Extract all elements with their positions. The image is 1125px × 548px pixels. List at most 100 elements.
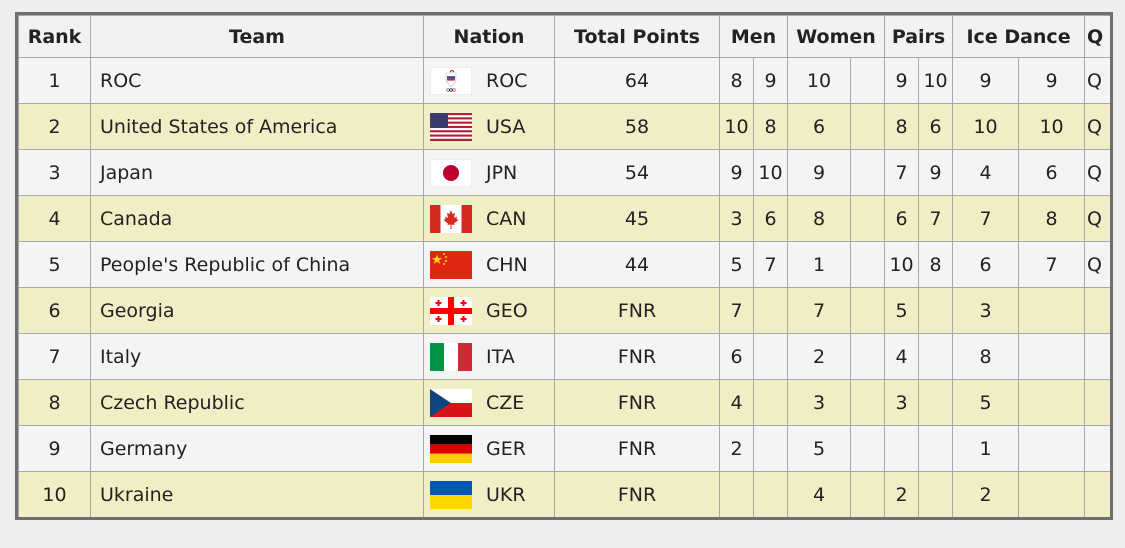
total-points-cell: 45 [554,195,720,242]
table-row: 10 Ukraine UKR FNR 4 2 2 [18,471,1110,517]
nation-cell: GEO [423,287,555,334]
team-cell: Czech Republic [90,379,424,426]
rank-cell: 2 [18,103,91,150]
team-cell: People's Republic of China [90,241,424,288]
men-score-cell [752,287,789,334]
women-score-cell [850,287,886,334]
ice-dance-score-cell: 8 [952,333,1020,380]
qualified-cell: Q [1084,103,1110,150]
women-score-cell: 2 [787,333,852,380]
table-row: 7 Italy ITA FNR 6 2 4 8 [18,333,1110,380]
ice-dance-score-cell: 10 [1018,103,1086,150]
header-row: Rank Team Nation Total Points Men Women … [18,15,1110,58]
header-pairs: Pairs [884,15,954,58]
header-nation: Nation [423,15,555,58]
women-score-cell [850,149,886,196]
qualified-cell: Q [1084,149,1110,196]
qualified-cell [1084,471,1110,517]
nation-cell: CAN [423,195,555,242]
total-points-cell: FNR [554,333,720,380]
ger-flag-icon [430,434,472,463]
women-score-cell [850,103,886,150]
team-cell: Germany [90,425,424,472]
header-rank: Rank [18,15,91,58]
men-score-cell: 4 [719,379,754,426]
rank-cell: 6 [18,287,91,334]
women-score-cell: 5 [787,425,852,472]
chn-flag-icon [430,250,472,279]
pairs-score-cell: 3 [884,379,920,426]
men-score-cell: 3 [719,195,754,242]
total-points-cell: 54 [554,149,720,196]
nation-code: CHN [486,253,528,276]
table-row: 4 Canada CAN 45 3 6 8 6 7 7 8 Q [18,195,1110,242]
qualified-cell [1084,333,1110,380]
pairs-score-cell: 7 [918,195,954,242]
header-team: Team [90,15,424,58]
women-score-cell: 10 [787,57,852,104]
men-score-cell: 9 [719,149,754,196]
rank-cell: 5 [18,241,91,288]
ice-dance-score-cell [1018,425,1086,472]
rank-cell: 4 [18,195,91,242]
ice-dance-score-cell: 9 [1018,57,1086,104]
pairs-score-cell: 5 [884,287,920,334]
pairs-score-cell [918,471,954,517]
men-score-cell: 6 [752,195,789,242]
table-row: 5 People's Republic of China CHN 44 5 7 1 10 8 6… [18,241,1110,288]
total-points-cell: FNR [554,379,720,426]
qualified-cell: Q [1084,241,1110,288]
ice-dance-score-cell [1018,471,1086,517]
standings-table-frame: Rank Team Nation Total Points Men Women … [15,12,1113,520]
pairs-score-cell [918,287,954,334]
men-score-cell [719,471,754,517]
table-row: 8 Czech Republic CZE FNR 4 3 3 5 [18,379,1110,426]
nation-cell: GER [423,425,555,472]
women-score-cell: 3 [787,379,852,426]
header-q: Q [1084,15,1110,58]
rank-cell: 3 [18,149,91,196]
team-cell: United States of America [90,103,424,150]
men-score-cell: 8 [719,57,754,104]
pairs-score-cell: 10 [884,241,920,288]
ice-dance-score-cell: 10 [952,103,1020,150]
nation-code: ITA [486,345,515,368]
men-score-cell: 10 [719,103,754,150]
team-cell: Georgia [90,287,424,334]
nation-cell: ITA [423,333,555,380]
men-score-cell: 7 [752,241,789,288]
header-total-points: Total Points [554,15,720,58]
table-row: 3 Japan JPN 54 9 10 9 7 9 4 6 Q [18,149,1110,196]
nation-cell: ROC [423,57,555,104]
pairs-score-cell: 6 [918,103,954,150]
men-score-cell: 7 [719,287,754,334]
ice-dance-score-cell: 7 [952,195,1020,242]
team-cell: Japan [90,149,424,196]
ukr-flag-icon [430,480,472,509]
pairs-score-cell: 2 [884,471,920,517]
men-score-cell: 8 [752,103,789,150]
table-row: 6 Georgia GEO FNR 7 7 5 3 [18,287,1110,334]
nation-code: CAN [486,207,527,230]
ice-dance-score-cell: 2 [952,471,1020,517]
qualified-cell: Q [1084,195,1110,242]
ice-dance-score-cell: 6 [1018,149,1086,196]
pairs-score-cell [918,379,954,426]
women-score-cell [850,57,886,104]
table-row: 1 ROC ROC 64 8 9 10 9 10 9 9 Q [18,57,1110,104]
women-score-cell [850,471,886,517]
nation-code: UKR [486,483,526,506]
ice-dance-score-cell: 3 [952,287,1020,334]
team-cell: Canada [90,195,424,242]
women-score-cell: 1 [787,241,852,288]
rank-cell: 7 [18,333,91,380]
women-score-cell [850,195,886,242]
can-flag-icon [430,204,472,233]
header-women: Women [787,15,886,58]
total-points-cell: 58 [554,103,720,150]
women-score-cell: 8 [787,195,852,242]
nation-cell: CZE [423,379,555,426]
pairs-score-cell: 6 [884,195,920,242]
pairs-score-cell: 8 [918,241,954,288]
nation-code: GEO [486,299,528,322]
